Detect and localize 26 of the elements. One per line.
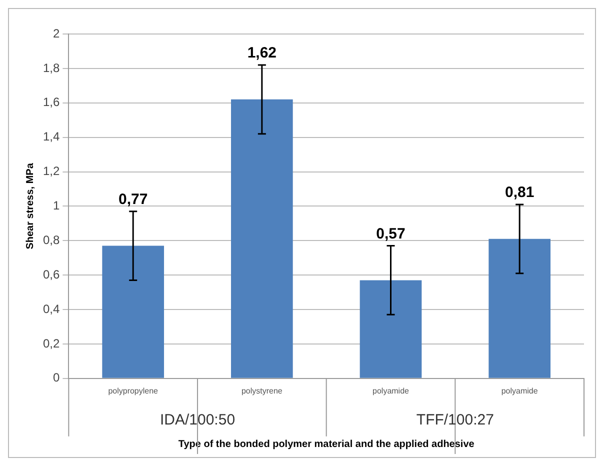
bar bbox=[488, 238, 551, 378]
y-tick-label: 2 bbox=[52, 26, 60, 40]
y-tick-label: 1,2 bbox=[42, 164, 60, 178]
y-tick-label: 0,6 bbox=[42, 267, 60, 282]
x-tick-label: polypropylene bbox=[108, 386, 159, 396]
bar bbox=[231, 99, 293, 378]
text: IDA/100:50 bbox=[160, 412, 236, 429]
y-tick-label: 1,8 bbox=[42, 60, 60, 75]
y-tick-label: 0,2 bbox=[42, 336, 60, 350]
data-label: 1,62 bbox=[247, 44, 277, 62]
data-label: 0,57 bbox=[376, 225, 406, 242]
bar bbox=[360, 280, 422, 378]
y-axis-title: Shear stress, MPa bbox=[24, 162, 36, 250]
y-tick-label: 1 bbox=[52, 198, 60, 213]
bar bbox=[102, 246, 164, 378]
x-tick-label: polyamide bbox=[372, 386, 410, 396]
text: TFF/100:27 bbox=[416, 412, 494, 429]
y-tick-label: 1,6 bbox=[42, 95, 60, 110]
data-label: 0,81 bbox=[504, 184, 534, 202]
x-tick-label: polyamide bbox=[501, 386, 538, 396]
y-tick-label: 1,4 bbox=[42, 130, 60, 144]
y-tick-label: 0,4 bbox=[42, 302, 60, 316]
x-tick-label: polystyrene bbox=[241, 386, 283, 396]
y-tick-label: 0,8 bbox=[42, 232, 60, 247]
y-tick-label: 0 bbox=[52, 370, 60, 385]
data-label: 0,77 bbox=[118, 191, 148, 208]
